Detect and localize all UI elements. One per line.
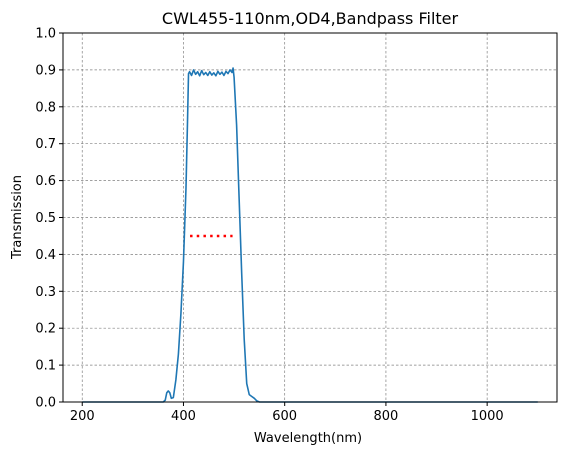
x-tick-label: 1000 <box>471 409 504 424</box>
y-tick-label: 0.8 <box>35 100 56 115</box>
y-tick-label: 0.2 <box>35 322 56 337</box>
x-tick-label: 400 <box>171 409 196 424</box>
y-tick-label: 0.7 <box>35 137 56 152</box>
y-tick-label: 0.1 <box>35 359 56 374</box>
x-tick-label: 600 <box>272 409 297 424</box>
y-tick-label: 0.5 <box>35 211 56 226</box>
y-tick-label: 0.9 <box>35 63 56 78</box>
y-tick-label: 0.3 <box>35 285 56 300</box>
transmission-curve <box>82 67 538 403</box>
chart-title: CWL455-110nm,OD4,Bandpass Filter <box>162 9 459 28</box>
x-axis-label: Wavelength(nm) <box>254 431 362 446</box>
y-tick-label: 0.0 <box>35 396 56 411</box>
y-tick-label: 1.0 <box>35 27 56 42</box>
ticks: 200 400 600 800 1000 0.0 0.1 0.2 0.3 0.4 0.5 0.6 0.7… <box>35 27 503 425</box>
series-layer <box>82 67 538 403</box>
x-tick-label: 800 <box>374 409 399 424</box>
y-tick-label: 0.4 <box>35 248 56 263</box>
y-axis-label: Transmission <box>10 175 25 260</box>
x-tick-label: 200 <box>70 409 95 424</box>
y-tick-label: 0.6 <box>35 174 56 189</box>
